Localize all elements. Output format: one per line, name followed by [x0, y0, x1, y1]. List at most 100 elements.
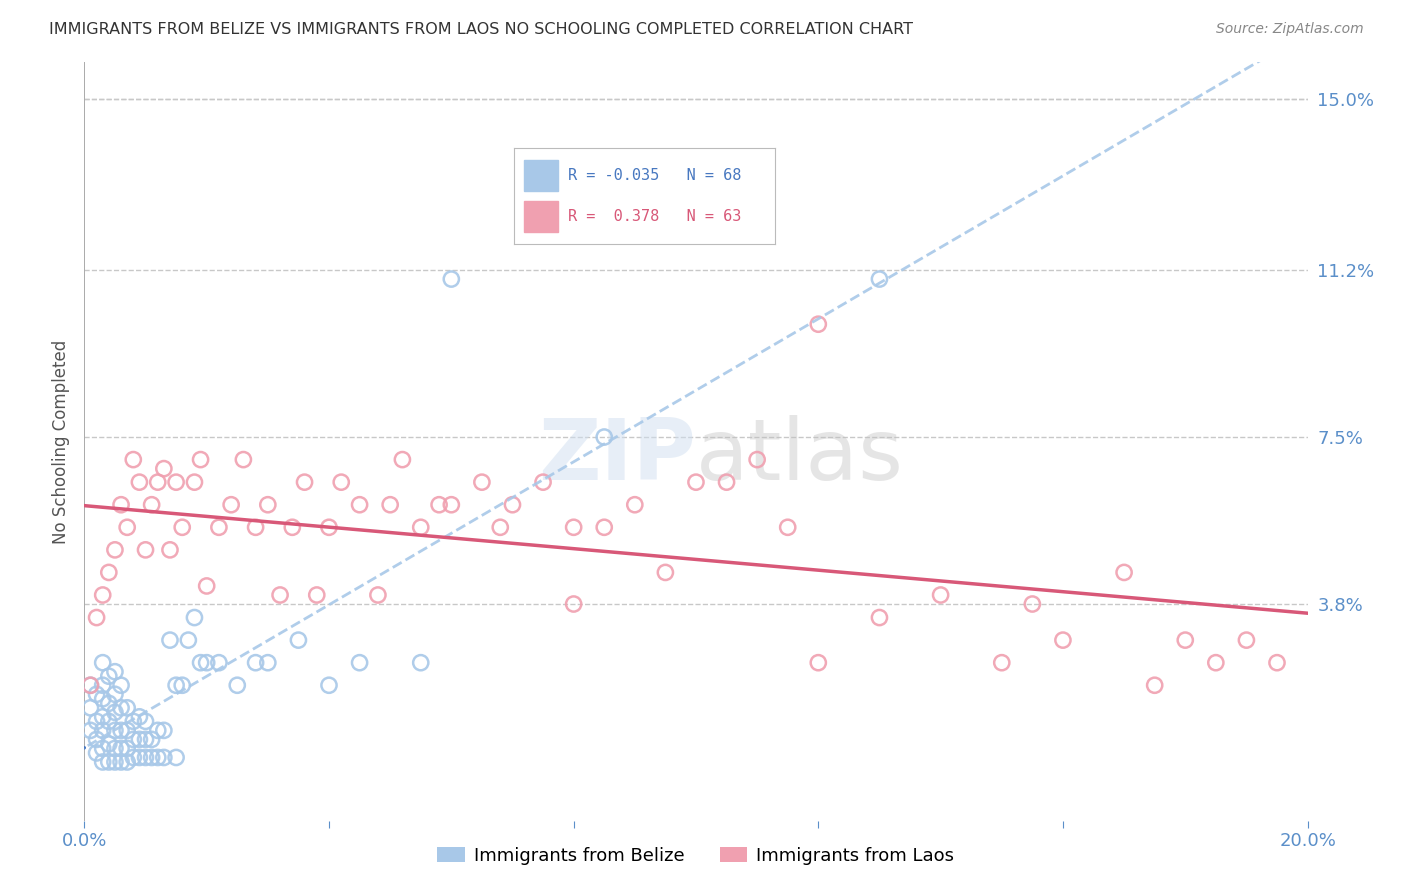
Point: [97, 566, 120, 580]
Bar: [524, 201, 558, 232]
Point: [79, 678, 101, 692]
Point: [869, 610, 891, 624]
Point: [685, 475, 707, 490]
Point: [1021, 597, 1043, 611]
Point: [1236, 633, 1258, 648]
Text: atlas: atlas: [696, 415, 904, 499]
Point: [141, 498, 163, 512]
Point: [349, 498, 371, 512]
Point: [128, 475, 150, 490]
Point: [91, 741, 114, 756]
Point: [91, 755, 114, 769]
Legend: Immigrants from Belize, Immigrants from Laos: Immigrants from Belize, Immigrants from …: [430, 840, 962, 872]
Point: [146, 475, 169, 490]
Point: [183, 475, 205, 490]
Point: [1114, 566, 1136, 580]
Point: [153, 750, 176, 764]
Point: [153, 461, 176, 475]
Point: [110, 755, 132, 769]
Point: [115, 755, 138, 769]
Text: ZIP: ZIP: [538, 415, 696, 499]
Point: [135, 542, 157, 557]
Point: [91, 678, 114, 692]
Point: [195, 656, 218, 670]
Point: [440, 272, 463, 286]
Text: R = -0.035   N = 68: R = -0.035 N = 68: [568, 168, 742, 183]
Point: [91, 691, 114, 706]
Point: [110, 723, 132, 738]
Point: [110, 741, 132, 756]
Point: [86, 746, 108, 760]
Point: [1052, 633, 1074, 648]
Point: [104, 741, 127, 756]
Point: [146, 723, 169, 738]
Point: [115, 741, 138, 756]
Point: [122, 452, 145, 467]
Point: [471, 475, 494, 490]
Point: [807, 317, 830, 331]
Point: [97, 669, 120, 683]
Point: [97, 737, 120, 751]
Point: [97, 755, 120, 769]
Point: [146, 750, 169, 764]
Point: [135, 714, 157, 729]
Point: [281, 520, 304, 534]
Point: [190, 452, 212, 467]
Point: [104, 755, 127, 769]
Point: [135, 732, 157, 747]
Point: [115, 701, 138, 715]
Point: [86, 732, 108, 747]
Point: [226, 678, 249, 692]
Text: Source: ZipAtlas.com: Source: ZipAtlas.com: [1216, 22, 1364, 37]
Point: [195, 579, 218, 593]
Point: [318, 520, 340, 534]
Point: [208, 656, 231, 670]
Point: [79, 701, 101, 715]
Point: [172, 520, 194, 534]
Point: [128, 750, 150, 764]
Y-axis label: No Schooling Completed: No Schooling Completed: [52, 340, 70, 543]
Point: [97, 714, 120, 729]
Point: [122, 732, 145, 747]
Point: [165, 678, 187, 692]
Text: R =  0.378   N = 63: R = 0.378 N = 63: [568, 209, 742, 224]
Point: [104, 687, 127, 701]
Point: [91, 710, 114, 724]
Point: [122, 750, 145, 764]
Point: [531, 475, 554, 490]
Point: [115, 520, 138, 534]
Point: [318, 678, 340, 692]
Point: [562, 597, 585, 611]
Point: [245, 520, 267, 534]
Point: [502, 498, 524, 512]
Point: [245, 656, 267, 670]
Point: [776, 520, 799, 534]
Bar: [524, 160, 558, 191]
Point: [232, 452, 254, 467]
Point: [991, 656, 1014, 670]
Point: [141, 750, 163, 764]
Point: [165, 475, 187, 490]
Point: [269, 588, 291, 602]
Point: [440, 498, 463, 512]
Point: [141, 732, 163, 747]
Point: [172, 678, 194, 692]
Point: [128, 710, 150, 724]
Point: [104, 542, 127, 557]
Point: [1265, 656, 1288, 670]
Point: [135, 750, 157, 764]
Point: [257, 656, 280, 670]
Point: [91, 588, 114, 602]
Point: [593, 520, 616, 534]
Point: [208, 520, 231, 534]
Point: [305, 588, 328, 602]
Point: [489, 520, 512, 534]
Point: [122, 714, 145, 729]
Point: [91, 656, 114, 670]
Point: [153, 723, 176, 738]
Point: [115, 723, 138, 738]
Point: [183, 610, 205, 624]
Point: [159, 542, 181, 557]
Point: [367, 588, 389, 602]
Text: IMMIGRANTS FROM BELIZE VS IMMIGRANTS FROM LAOS NO SCHOOLING COMPLETED CORRELATIO: IMMIGRANTS FROM BELIZE VS IMMIGRANTS FRO…: [49, 22, 914, 37]
